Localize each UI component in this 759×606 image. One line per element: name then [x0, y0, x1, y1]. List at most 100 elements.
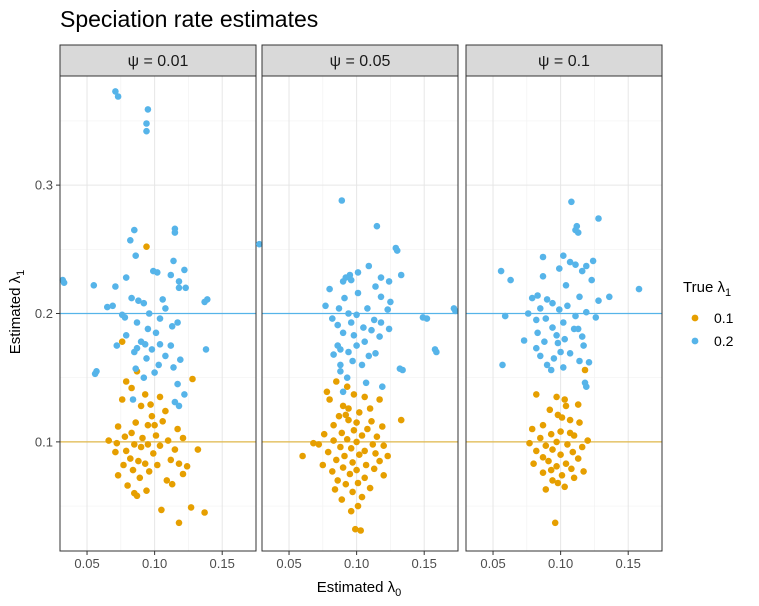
data-point: [549, 477, 556, 484]
data-point: [393, 247, 401, 254]
data-point: [539, 421, 547, 429]
data-point: [379, 383, 386, 391]
data-point: [580, 468, 587, 475]
data-point: [345, 416, 352, 424]
data-point: [322, 302, 329, 310]
data-point: [152, 329, 160, 337]
data-point: [347, 319, 355, 326]
data-point: [343, 383, 351, 391]
data-point: [127, 455, 134, 462]
data-point: [144, 106, 152, 113]
data-point: [372, 350, 379, 357]
data-point: [572, 312, 579, 320]
data-point: [170, 364, 177, 371]
data-point: [569, 448, 577, 456]
data-point: [175, 519, 183, 527]
y-tick-label: 0.2: [35, 306, 53, 321]
data-point: [135, 297, 142, 305]
legend-title-main: True λ: [683, 279, 725, 296]
data-point: [361, 393, 369, 401]
data-point: [360, 324, 367, 331]
data-point: [143, 243, 150, 250]
data-point: [530, 460, 537, 468]
data-point: [578, 267, 586, 275]
data-point: [368, 418, 375, 425]
data-point: [373, 433, 381, 441]
data-point: [354, 502, 362, 510]
facet-panels: ψ = 0.01 0.05 0.10 0.15 ψ = 0.05 0.05 0.10 0.15…: [35, 44, 663, 571]
data-point: [561, 483, 568, 491]
panel-border: [261, 75, 459, 552]
data-point: [339, 388, 347, 396]
x-axis-title-subscript: 0: [395, 587, 401, 599]
data-point: [606, 293, 613, 301]
data-point: [187, 504, 195, 511]
data-point: [159, 418, 166, 425]
data-point: [566, 258, 574, 266]
data-point: [151, 369, 158, 376]
data-point: [319, 461, 327, 469]
data-point: [202, 346, 210, 353]
data-point: [560, 252, 567, 259]
data-point: [564, 441, 571, 448]
data-point: [91, 370, 99, 378]
data-point: [136, 474, 144, 482]
data-point: [534, 292, 541, 299]
data-point: [109, 302, 116, 310]
data-point: [547, 430, 555, 438]
data-point: [168, 480, 176, 488]
data-point: [384, 452, 392, 460]
data-point: [174, 425, 181, 433]
data-point: [560, 364, 567, 371]
data-point: [320, 430, 328, 438]
data-point: [330, 421, 337, 429]
data-point: [397, 416, 405, 424]
data-point: [162, 407, 169, 415]
data-point: [135, 457, 142, 465]
data-point: [145, 468, 153, 475]
data-point: [201, 298, 208, 306]
data-point: [564, 302, 571, 310]
data-point: [533, 447, 540, 455]
y-axis-title-main: Estimated λ: [7, 275, 24, 354]
data-point: [337, 368, 344, 375]
data-point: [550, 355, 558, 362]
data-point: [137, 443, 145, 451]
data-point: [372, 283, 379, 290]
data-point: [543, 361, 551, 369]
data-point: [112, 88, 119, 95]
data-point: [335, 305, 343, 312]
data-point: [561, 396, 568, 403]
data-point: [122, 378, 130, 385]
data-point: [339, 329, 347, 337]
data-point: [589, 257, 597, 265]
data-point: [349, 488, 356, 496]
data-point: [385, 278, 393, 285]
data-point: [335, 412, 343, 420]
data-point: [562, 460, 570, 468]
x-tick-label: 0.15: [412, 556, 437, 571]
facet-strip-label: ψ = 0.05: [330, 53, 391, 70]
data-point: [345, 310, 352, 317]
data-point: [578, 443, 586, 451]
data-point: [580, 342, 587, 349]
data-point: [362, 379, 370, 387]
data-point: [358, 361, 366, 369]
data-point: [452, 307, 459, 315]
data-point: [384, 306, 392, 313]
data-point: [385, 325, 393, 333]
legend-key-0.2: [691, 337, 699, 345]
data-point: [377, 319, 385, 326]
data-point: [558, 472, 566, 479]
x-axis-title-main: Estimated λ: [317, 579, 396, 596]
data-point: [156, 341, 164, 348]
data-point: [592, 314, 600, 321]
data-point: [147, 401, 154, 408]
x-tick-label: 0.10: [142, 556, 167, 571]
legend: True λ1 0.1 0.2: [683, 279, 734, 349]
data-point: [194, 446, 202, 453]
data-point: [175, 284, 183, 292]
data-point: [354, 289, 362, 297]
data-point: [163, 477, 171, 484]
